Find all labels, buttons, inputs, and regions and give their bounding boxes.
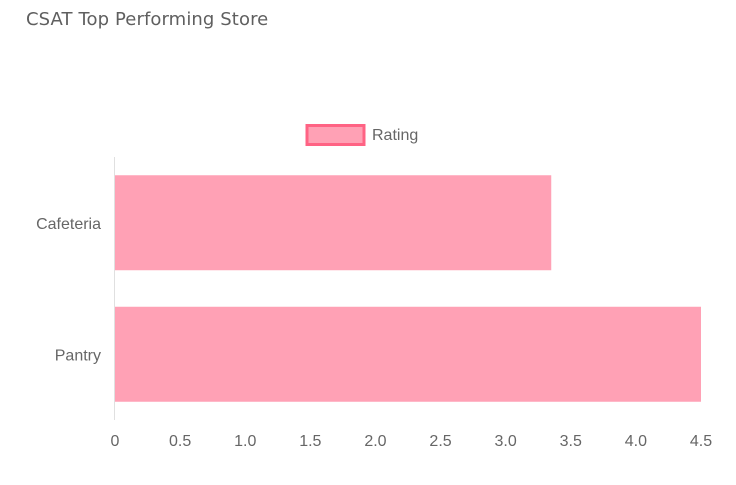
y-tick-label: Cafeteria	[36, 216, 101, 233]
x-axis-ticks: 0 0.5 1.0 1.5 2.0 2.5 3.0 3.5 4.0 4.5	[111, 433, 713, 450]
legend-label-rating: Rating	[372, 127, 418, 144]
x-tick-label: 3.5	[560, 433, 582, 450]
x-tick-label: 1.5	[299, 433, 321, 450]
x-tick-label: 3.0	[495, 433, 517, 450]
x-tick-label: 1.0	[234, 433, 256, 450]
bar-cafeteria[interactable]	[115, 175, 552, 271]
x-tick-label: 0.5	[169, 433, 191, 450]
chart-legend[interactable]: Rating	[305, 124, 418, 146]
x-tick-label: 4.0	[625, 433, 647, 450]
y-tick-label: Pantry	[55, 347, 101, 364]
bars-group	[115, 175, 701, 402]
legend-swatch-rating	[305, 124, 366, 146]
x-tick-label: 2.5	[429, 433, 451, 450]
chart-card-title: CSAT Top Performing Store	[26, 9, 269, 30]
x-tick-label: 0	[111, 433, 120, 450]
x-tick-label: 2.0	[364, 433, 386, 450]
x-tick-label: 4.5	[690, 433, 712, 450]
y-axis-ticks: Cafeteria Pantry	[36, 216, 101, 365]
bar-pantry[interactable]	[115, 306, 701, 402]
